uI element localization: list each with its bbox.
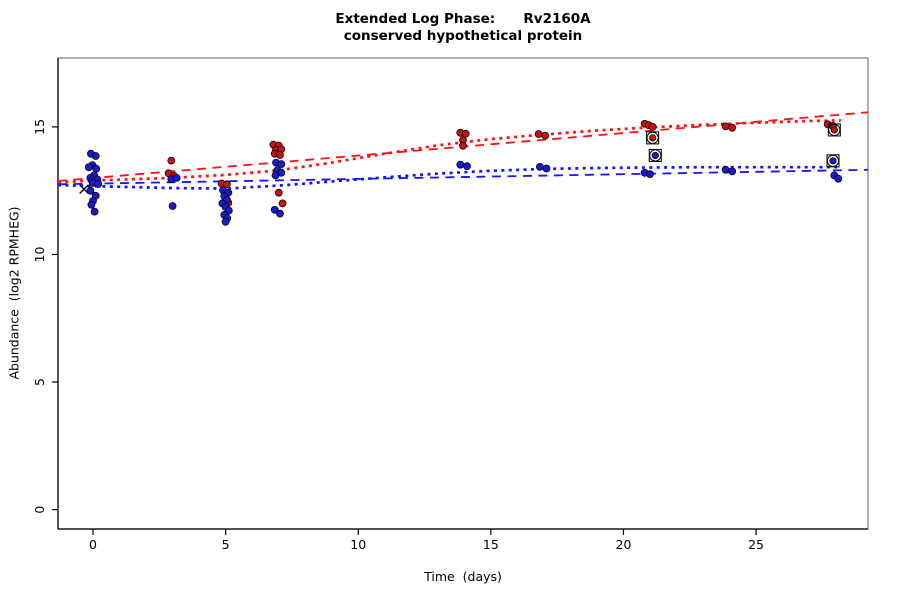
x-tick-label: 15	[483, 537, 499, 552]
flagged-point-dot	[649, 134, 657, 142]
red-condition-point	[278, 199, 287, 208]
blue-condition-point	[90, 207, 99, 216]
red-condition-point	[728, 123, 737, 132]
flagged-point-dot	[651, 151, 659, 160]
blue-condition-point	[270, 205, 279, 214]
blue-condition-point	[271, 171, 280, 180]
red-condition-point	[648, 123, 657, 131]
x-tick-label: 0	[89, 537, 97, 552]
red-condition-point	[459, 141, 467, 150]
y-tick-label: 15	[32, 119, 47, 135]
blue-condition-point	[172, 173, 181, 182]
flagged-point-dot	[830, 126, 838, 134]
blue-smooth-fit-line	[57, 165, 841, 190]
blue-condition-point	[221, 217, 230, 226]
blue-condition-point	[834, 174, 843, 183]
plot-box	[57, 57, 869, 530]
red-condition-point	[541, 131, 550, 140]
blue-condition-point	[728, 167, 737, 176]
blue-condition-point	[277, 160, 286, 169]
blue-condition-point	[536, 162, 544, 171]
flagged-point-square	[646, 131, 660, 145]
y-tick-label: 5	[32, 378, 47, 386]
blue-condition-point	[721, 165, 730, 174]
blue-condition-point	[168, 202, 177, 210]
blue-condition-point	[87, 200, 96, 209]
x-tick-label: 10	[350, 537, 366, 552]
flagged-point-dot	[829, 157, 837, 165]
blue-condition-point	[84, 163, 93, 172]
flagged-point-square	[826, 154, 840, 168]
blue-condition-point	[646, 170, 654, 179]
x-tick-label: 5	[222, 537, 230, 552]
red-condition-point	[461, 129, 470, 138]
chart-title-line1: Extended Log Phase: Rv2160A	[335, 11, 591, 27]
blue-condition-point	[276, 209, 284, 218]
red-condition-point	[222, 180, 231, 189]
y-tick-label: 0	[32, 506, 47, 514]
blue-condition-point	[92, 164, 101, 173]
blue-condition-point	[463, 162, 471, 171]
blue-condition-point	[94, 180, 103, 188]
chart-title-line2: conserved hypothetical protein	[343, 28, 583, 44]
x-tick-label: 20	[616, 537, 632, 552]
blue-condition-point	[91, 152, 100, 160]
blue-condition-point	[86, 186, 95, 195]
blue-condition-point	[542, 164, 551, 173]
red-condition-point	[721, 122, 730, 131]
blue-condition-point	[456, 160, 465, 169]
red-condition-point	[276, 151, 284, 159]
x-tick-label: 25	[748, 537, 764, 552]
flagged-point-square	[827, 123, 841, 137]
x-axis-label: Time (days)	[424, 569, 502, 584]
red-condition-point	[167, 156, 176, 165]
red-condition-point	[274, 188, 283, 197]
flagged-point-square	[648, 148, 662, 163]
red-condition-point	[534, 130, 543, 138]
y-tick-label: 10	[32, 246, 47, 262]
